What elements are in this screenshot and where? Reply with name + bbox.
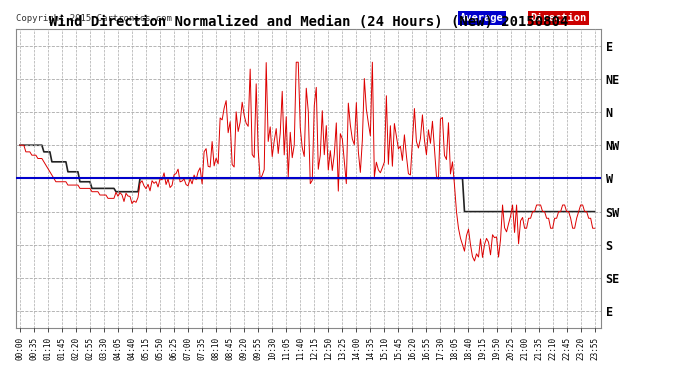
Title: Wind Direction Normalized and Median (24 Hours) (New) 20150804: Wind Direction Normalized and Median (24… bbox=[48, 15, 568, 29]
Text: Direction: Direction bbox=[531, 13, 586, 23]
Text: Copyright 2015 Cartronics.com: Copyright 2015 Cartronics.com bbox=[16, 14, 172, 23]
Text: Average: Average bbox=[460, 13, 504, 23]
